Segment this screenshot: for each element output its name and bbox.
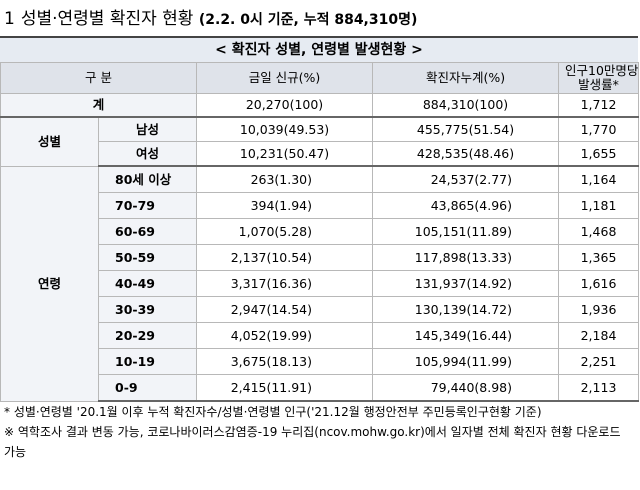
cell-cumulative: 131,937(14.92) bbox=[372, 270, 560, 297]
col-header-new: 금일 신규(%) bbox=[196, 62, 374, 94]
table-row: 여성 10,231(50.47) 428,535(48.46) 1,655 bbox=[1, 141, 640, 167]
total-rate: 1,712 bbox=[558, 93, 640, 118]
cases-table: 구 분 금일 신규(%) 확진자누계(%) 인구10만명당 발생률* 계 20,… bbox=[0, 62, 640, 402]
cell-rate: 1,770 bbox=[558, 116, 640, 142]
cell-new: 1,070(5.28) bbox=[196, 218, 374, 245]
total-cumulative: 884,310(100) bbox=[372, 93, 560, 118]
table-row: 연령 80세 이상 263(1.30) 24,537(2.77) 1,164 bbox=[0, 165, 640, 402]
row-label: 40-49 bbox=[97, 270, 198, 297]
cell-rate: 1,616 bbox=[558, 270, 640, 297]
cell-cumulative: 455,775(51.54) bbox=[372, 116, 560, 142]
cell-cumulative: 24,537(2.77) bbox=[372, 165, 560, 193]
cell-cumulative: 105,994(11.99) bbox=[372, 348, 560, 375]
cell-rate: 1,365 bbox=[558, 244, 640, 271]
header-row: 구 분 금일 신규(%) 확진자누계(%) 인구10만명당 발생률* bbox=[0, 62, 640, 94]
cell-new: 394(1.94) bbox=[196, 192, 374, 219]
cell-rate: 2,251 bbox=[558, 348, 640, 375]
cell-new: 2,137(10.54) bbox=[196, 244, 374, 271]
page-heading: 1 성별·연령별 확진자 현황 (2.2. 0시 기준, 누적 884,310명) bbox=[4, 6, 636, 32]
col-header-cumulative: 확진자누계(%) bbox=[372, 62, 560, 94]
row-label: 남성 bbox=[97, 116, 198, 142]
table-row: 50-59 2,137(10.54) 117,898(13.33) 1,365 bbox=[1, 244, 640, 271]
row-label: 30-39 bbox=[97, 296, 198, 323]
cell-rate: 1,164 bbox=[558, 165, 640, 193]
cell-new: 10,039(49.53) bbox=[196, 116, 374, 142]
table-row: 성별 남성 10,039(49.53) 455,775(51.54) 1,770 bbox=[0, 116, 640, 167]
cell-cumulative: 79,440(8.98) bbox=[372, 374, 560, 402]
cell-new: 3,675(18.13) bbox=[196, 348, 374, 375]
cell-cumulative: 145,349(16.44) bbox=[372, 322, 560, 349]
cell-cumulative: 428,535(48.46) bbox=[372, 141, 560, 167]
cell-new: 2,947(14.54) bbox=[196, 296, 374, 323]
col-header-rate: 인구10만명당 발생률* bbox=[558, 62, 640, 94]
row-label: 여성 bbox=[97, 141, 198, 167]
row-label: 70-79 bbox=[97, 192, 198, 219]
col-header-rate-line2: 발생률* bbox=[578, 77, 619, 92]
cell-rate: 2,113 bbox=[558, 374, 640, 402]
row-label: 10-19 bbox=[97, 348, 198, 375]
table-row: 40-49 3,317(16.36) 131,937(14.92) 1,616 bbox=[1, 270, 640, 297]
row-label: 0-9 bbox=[97, 374, 198, 402]
cell-rate: 2,184 bbox=[558, 322, 640, 349]
footnote: ※ 역학조사 결과 변동 가능, 코로나바이러스감염증-19 누리집(ncov.… bbox=[4, 425, 621, 459]
cell-cumulative: 105,151(11.89) bbox=[372, 218, 560, 245]
heading-title: 성별·연령별 확진자 현황 bbox=[20, 9, 194, 29]
total-label: 계 bbox=[0, 93, 198, 118]
cell-new: 263(1.30) bbox=[196, 165, 374, 193]
col-header-category: 구 분 bbox=[0, 62, 198, 94]
col-header-rate-line1: 인구10만명당 bbox=[565, 63, 639, 78]
table-title: < 확진자 성별, 연령별 발생현황 > bbox=[0, 36, 638, 63]
cell-cumulative: 43,865(4.96) bbox=[372, 192, 560, 219]
cell-cumulative: 117,898(13.33) bbox=[372, 244, 560, 271]
group-label: 성별 bbox=[0, 116, 99, 167]
row-label: 60-69 bbox=[97, 218, 198, 245]
row-label: 50-59 bbox=[97, 244, 198, 271]
cell-new: 10,231(50.47) bbox=[196, 141, 374, 167]
cell-new: 2,415(11.91) bbox=[196, 374, 374, 402]
table-row: 30-39 2,947(14.54) 130,139(14.72) 1,936 bbox=[1, 296, 640, 323]
row-label: 80세 이상 bbox=[97, 165, 198, 193]
table-row: 10-19 3,675(18.13) 105,994(11.99) 2,251 bbox=[1, 348, 640, 375]
cell-rate: 1,936 bbox=[558, 296, 640, 323]
group-label: 연령 bbox=[0, 165, 99, 402]
cell-rate: 1,655 bbox=[558, 141, 640, 167]
table-row: 70-79 394(1.94) 43,865(4.96) 1,181 bbox=[1, 192, 640, 219]
table-row: 0-9 2,415(11.91) 79,440(8.98) 2,113 bbox=[1, 374, 640, 402]
cell-new: 3,317(16.36) bbox=[196, 270, 374, 297]
total-row: 계 20,270(100) 884,310(100) 1,712 bbox=[0, 93, 640, 118]
cell-rate: 1,468 bbox=[558, 218, 640, 245]
table-row: 60-69 1,070(5.28) 105,151(11.89) 1,468 bbox=[1, 218, 640, 245]
heading-subtitle: (2.2. 0시 기준, 누적 884,310명) bbox=[198, 12, 418, 28]
section-number: 1 bbox=[4, 9, 15, 29]
cell-cumulative: 130,139(14.72) bbox=[372, 296, 560, 323]
cell-new: 4,052(19.99) bbox=[196, 322, 374, 349]
cell-rate: 1,181 bbox=[558, 192, 640, 219]
total-new: 20,270(100) bbox=[196, 93, 374, 118]
footnote: * 성별·연령별 '20.1월 이후 누적 확진자수/성별·연령별 인구('21… bbox=[4, 405, 542, 419]
row-label: 20-29 bbox=[97, 322, 198, 349]
footnotes: * 성별·연령별 '20.1월 이후 누적 확진자수/성별·연령별 인구('21… bbox=[4, 402, 634, 462]
